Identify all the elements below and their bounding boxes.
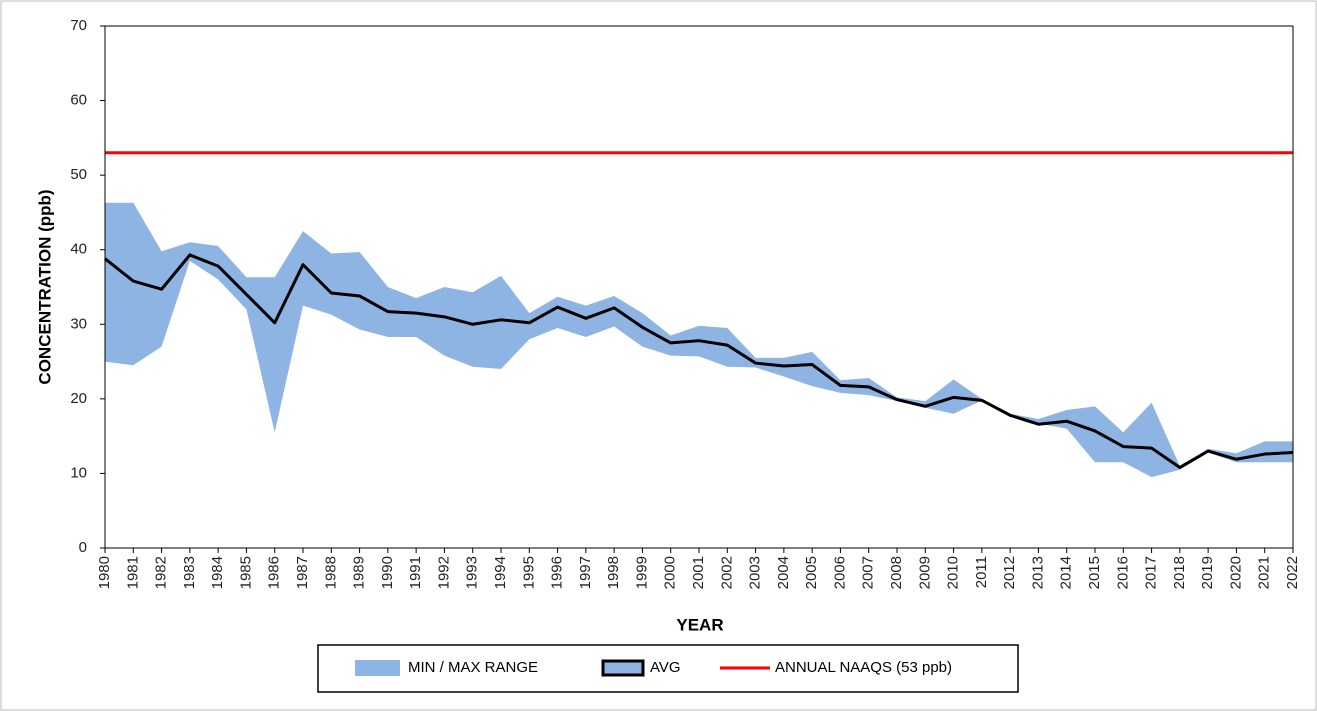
y-tick-label: 70 [70, 17, 87, 34]
x-tick-label: 1983 [181, 556, 198, 589]
y-tick-label: 0 [79, 539, 87, 556]
x-tick-label: 1998 [605, 556, 622, 589]
x-tick-label: 2005 [803, 556, 820, 589]
x-tick-label: 2006 [831, 556, 848, 589]
x-tick-label: 2002 [718, 556, 735, 589]
y-tick-label: 40 [70, 241, 87, 258]
x-tick-label: 2000 [662, 556, 679, 589]
x-tick-label: 2020 [1227, 556, 1244, 589]
x-tick-label: 1990 [379, 556, 396, 589]
x-tick-label: 2014 [1058, 556, 1075, 589]
y-tick-label: 20 [70, 390, 87, 407]
x-tick-label: 2007 [860, 556, 877, 589]
x-tick-label: 2001 [690, 556, 707, 589]
x-tick-label: 1981 [124, 556, 141, 589]
avg-line [104, 253, 1294, 469]
legend-label: MIN / MAX RANGE [408, 659, 538, 676]
x-tick-label: 1989 [351, 556, 368, 589]
x-tick-label: 1985 [237, 556, 254, 589]
y-tick-label: 30 [70, 315, 87, 332]
y-tick-label: 60 [70, 92, 87, 109]
legend-label: AVG [650, 659, 681, 676]
y-tick-label: 10 [70, 464, 87, 481]
y-tick-label: 50 [70, 166, 87, 183]
x-tick-label: 2022 [1284, 556, 1301, 589]
x-tick-label: 2019 [1199, 556, 1216, 589]
x-tick-label: 2008 [888, 556, 905, 589]
x-tick-label: 1980 [96, 556, 113, 589]
x-tick-label: 1994 [492, 556, 509, 589]
x-tick-label: 1995 [520, 556, 537, 589]
legend-swatch [355, 660, 400, 676]
x-tick-label: 2004 [775, 556, 792, 589]
x-tick-label: 2015 [1086, 556, 1103, 589]
x-tick-label: 1986 [266, 556, 283, 589]
x-tick-label: 1988 [322, 556, 339, 589]
legend [317, 644, 1019, 693]
x-tick-label: 2003 [747, 556, 764, 589]
x-tick-label: 2010 [945, 556, 962, 589]
x-tick-label: 1982 [153, 556, 170, 589]
x-tick-label: 2013 [1029, 556, 1046, 589]
x-tick-label: 1999 [633, 556, 650, 589]
x-tick-label: 1992 [435, 556, 452, 589]
legend-label: ANNUAL NAAQS (53 ppb) [775, 659, 952, 676]
x-tick-label: 2016 [1114, 556, 1131, 589]
x-tick-label: 2018 [1171, 556, 1188, 589]
x-tick-label: 2012 [1001, 556, 1018, 589]
x-tick-label: 2009 [916, 556, 933, 589]
x-tick-label: 2017 [1143, 556, 1160, 589]
x-tick-label: 1984 [209, 556, 226, 589]
x-tick-label: 1991 [407, 556, 424, 589]
x-tick-label: 1996 [549, 556, 566, 589]
x-tick-label: 1993 [464, 556, 481, 589]
x-tick-label: 1997 [577, 556, 594, 589]
legend-swatch [601, 659, 645, 677]
plot-border [104, 25, 1294, 549]
x-axis-title: YEAR [676, 615, 723, 634]
x-tick-label: 2011 [973, 556, 990, 588]
y-axis-title: CONCENTRATION (ppb) [35, 189, 54, 384]
x-tick-label: 1987 [294, 556, 311, 589]
x-tick-label: 2021 [1256, 556, 1273, 589]
